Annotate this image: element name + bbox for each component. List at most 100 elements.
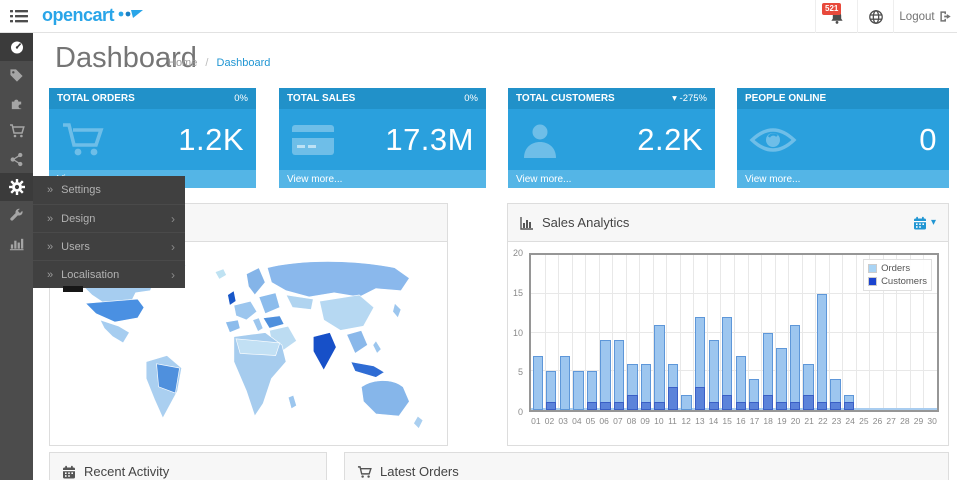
chart-gridline <box>896 255 898 410</box>
chart-gridline <box>882 255 884 410</box>
x-axis-tick-label: 04 <box>572 416 582 426</box>
breadcrumb-separator: / <box>205 57 209 69</box>
tile-delta: ▾ -275% <box>672 93 707 104</box>
chart-gridline <box>815 255 817 410</box>
chart-gridline <box>585 255 587 410</box>
tile-value: 0 <box>919 121 937 157</box>
stores-button[interactable] <box>857 0 893 33</box>
chart-bar-customers <box>613 402 625 410</box>
chart-bar-customers <box>627 394 638 410</box>
breadcrumb: Home / Dashboard <box>168 57 270 69</box>
submenu-item-settings[interactable]: » Settings <box>33 176 185 204</box>
chart-gridline <box>923 255 925 410</box>
view-more-link[interactable]: View more... <box>737 170 949 188</box>
tile-body: 1.2K <box>49 109 256 170</box>
x-axis-tick-label: 14 <box>708 416 719 426</box>
gear-icon <box>8 178 25 196</box>
sidebar-item-system[interactable] <box>0 173 33 201</box>
chart-bar-customers <box>586 402 598 410</box>
map-region-uk <box>227 290 237 306</box>
legend-entry: Customers <box>868 275 927 288</box>
chart-range-dropdown[interactable]: ▾ <box>913 216 936 230</box>
map-region-italy <box>252 317 264 332</box>
chart-gridline <box>598 255 600 410</box>
sidebar-item-catalog[interactable] <box>0 61 33 89</box>
tile-label: TOTAL CUSTOMERS <box>516 93 615 104</box>
chart-bar-customers <box>762 394 773 410</box>
sidebar-item-tools[interactable] <box>0 201 33 229</box>
view-more-link[interactable]: View more... <box>279 170 486 188</box>
map-region-indonesia <box>350 361 385 378</box>
submenu-item-design[interactable]: » Design › <box>33 204 185 232</box>
x-axis-tick-label: 23 <box>831 416 842 426</box>
x-axis-tick-label: 16 <box>736 416 746 426</box>
map-region-central-europe <box>233 300 258 321</box>
sidebar-item-extensions[interactable] <box>0 89 33 117</box>
cart-icon <box>357 465 372 479</box>
latest-orders-header: Latest Orders <box>345 453 948 480</box>
map-region-turkey <box>262 315 285 329</box>
breadcrumb-home-link[interactable]: Home <box>168 57 198 69</box>
x-axis-tick-label: 07 <box>613 416 623 426</box>
latest-orders-panel: Latest Orders <box>344 452 949 480</box>
notifications-badge: 521 <box>822 3 842 15</box>
y-axis-tick-label: 10 <box>512 327 523 338</box>
x-axis-tick-label: 11 <box>668 416 677 426</box>
sidebar-item-reports[interactable] <box>0 229 33 257</box>
opencart-logo[interactable]: opencart <box>42 5 144 26</box>
map-region-usa <box>84 298 145 323</box>
map-region-brazil <box>156 363 180 394</box>
chart-gridline <box>828 255 830 410</box>
chart-gridline <box>774 255 776 410</box>
logout-button[interactable]: Logout <box>893 0 957 33</box>
chart-gridline <box>842 255 844 410</box>
chart-bar-customers <box>789 402 801 410</box>
chart-bar-orders <box>681 394 692 410</box>
notifications-button[interactable]: 521 <box>815 0 857 33</box>
share-icon <box>9 152 24 167</box>
chart-gridline <box>612 255 614 410</box>
breadcrumb-current-link[interactable]: Dashboard <box>216 57 271 69</box>
chart-gridline <box>544 255 546 410</box>
tile-total-orders: TOTAL ORDERS 0% 1.2K View more... <box>49 88 256 188</box>
legend-label: Customers <box>881 276 927 287</box>
calendar-icon <box>62 465 76 479</box>
chart-bar-orders <box>776 348 787 410</box>
map-region-china <box>319 294 375 331</box>
tile-body: 17.3M <box>279 109 486 170</box>
logo-cart-icon <box>117 9 144 23</box>
submenu-item-users[interactable]: » Users › <box>33 232 185 260</box>
map-region-central-asia <box>285 294 314 310</box>
user-icon <box>520 120 560 160</box>
puzzle-icon <box>9 96 24 111</box>
menu-toggle-icon[interactable] <box>9 7 29 25</box>
chart-gridline <box>531 292 937 294</box>
x-axis-tick-label: 10 <box>654 416 664 426</box>
sidebar-item-sales[interactable] <box>0 117 33 145</box>
x-axis-tick-label: 25 <box>859 416 869 426</box>
sales-chart-plot: Orders Customers <box>529 253 939 412</box>
x-axis-tick-label: 28 <box>900 416 910 426</box>
chart-bar-orders <box>532 355 543 410</box>
sales-analytics-panel: Sales Analytics ▾ 0 5 10 15 20 Orders Custome… <box>507 203 949 446</box>
y-axis-tick-label: 0 <box>517 407 523 417</box>
tile-people-online: PEOPLE ONLINE 0 View more... <box>737 88 949 188</box>
x-axis-tick-label: 24 <box>845 416 855 426</box>
sidebar-nav <box>0 33 33 480</box>
x-axis-tick-label: 05 <box>585 416 596 426</box>
tile-delta: 0% <box>464 93 478 104</box>
chart-bar-customers <box>816 402 828 410</box>
sales-analytics-header: Sales Analytics ▾ <box>508 204 948 242</box>
chart-gridline <box>909 255 911 410</box>
submenu-item-localisation[interactable]: » Localisation › <box>33 260 185 288</box>
map-region-japan <box>392 302 402 319</box>
sidebar-item-marketing[interactable] <box>0 145 33 173</box>
chart-gridline <box>855 255 857 410</box>
sidebar-item-dashboard[interactable] <box>0 33 33 61</box>
chart-bar-orders <box>654 324 665 410</box>
recent-activity-header: Recent Activity <box>50 453 326 480</box>
chart-bar-customers <box>749 402 760 410</box>
view-more-link[interactable]: View more... <box>508 170 715 188</box>
map-region-philippines <box>372 340 382 354</box>
